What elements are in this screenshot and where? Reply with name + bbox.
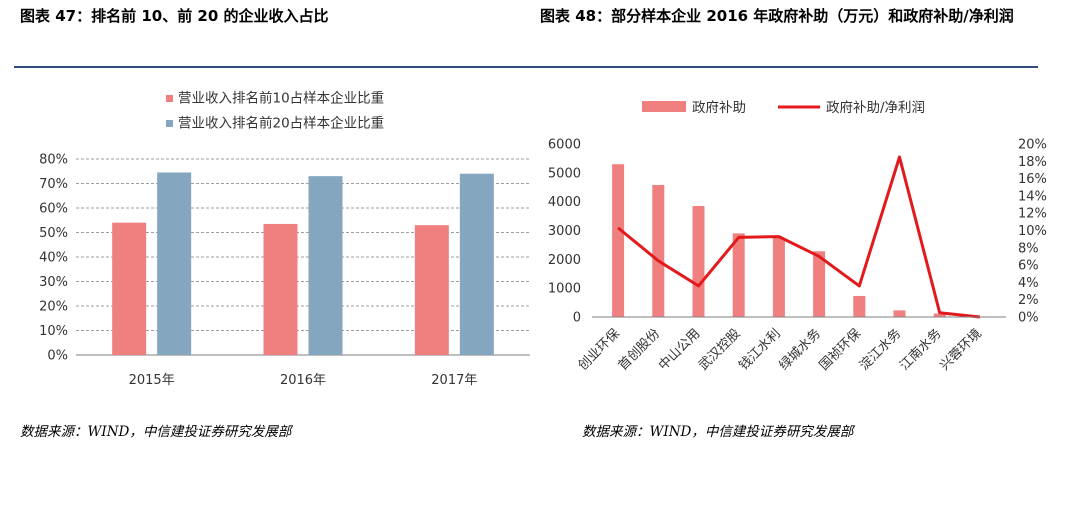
right-x-tick-label: 中山公用 — [656, 326, 703, 373]
right-y-left-tick-label: 6000 — [548, 138, 581, 153]
right-x-tick-label: 国祯环保 — [817, 326, 864, 373]
left-legend-swatch — [166, 120, 173, 127]
left-y-tick-label: 30% — [39, 275, 68, 290]
right-y-left-tick-label: 3000 — [548, 224, 581, 239]
right-line-subsidy-ratio — [617, 155, 981, 319]
left-figure-title: 图表 47：排名前 10、前 20 的企业收入占比 — [20, 7, 329, 25]
right-x-tick-label: 淀江水务 — [856, 326, 904, 374]
left-bar-top10 — [414, 225, 449, 355]
right-bar-subsidy — [853, 295, 866, 317]
right-x-tick-label: 武汉控股 — [696, 326, 743, 373]
right-y-right-tick-label: 0% — [1018, 311, 1039, 326]
left-bar-top20 — [459, 173, 494, 355]
left-y-tick-label: 60% — [39, 202, 68, 217]
left-y-tick-label: 0% — [47, 349, 68, 364]
left-bar-top10 — [263, 223, 298, 355]
right-bar-subsidy — [692, 205, 705, 317]
right-y-right-tick-label: 18% — [1018, 155, 1047, 170]
left-source-note: 数据来源：WIND，中信建投证券研究发展部 — [20, 424, 292, 440]
left-bar-top10 — [112, 222, 147, 355]
right-legend-swatch-bar — [642, 101, 686, 112]
right-y-right-tick-label: 16% — [1018, 172, 1047, 187]
right-x-tick-label: 钱江水利 — [736, 326, 783, 373]
right-x-tick-label: 兴蓉环境 — [937, 326, 984, 373]
left-legend-swatch — [166, 95, 173, 102]
right-y-left-tick-label: 5000 — [548, 166, 581, 181]
right-bar-subsidy — [933, 313, 946, 317]
left-bar-top20 — [308, 176, 343, 355]
left-x-tick-label: 2016年 — [280, 373, 326, 388]
right-y-left-tick-label: 0 — [573, 311, 581, 326]
right-y-left-tick-label: 2000 — [548, 253, 581, 268]
right-bar-subsidy — [813, 251, 826, 317]
header-divider — [14, 66, 1038, 68]
right-legend-label-bar: 政府补助 — [692, 100, 746, 116]
left-y-tick-label: 70% — [39, 177, 68, 192]
right-bar-subsidy — [732, 233, 745, 317]
right-x-tick-label: 创业环保 — [576, 326, 623, 373]
left-y-tick-label: 40% — [39, 251, 68, 266]
right-y-right-tick-label: 12% — [1018, 207, 1047, 222]
right-y-left-tick-label: 1000 — [548, 282, 581, 297]
right-bar-subsidy — [612, 164, 625, 317]
right-y-right-tick-label: 14% — [1018, 189, 1047, 204]
right-y-right-tick-label: 10% — [1018, 224, 1047, 239]
right-source-note: 数据来源：WIND，中信建投证券研究发展部 — [582, 424, 854, 440]
left-y-tick-label: 20% — [39, 300, 68, 315]
right-figure-title: 图表 48：部分样本企业 2016 年政府补助（万元）和政府补助/净利润 — [540, 7, 1014, 25]
right-y-right-tick-label: 2% — [1018, 293, 1039, 308]
right-bar-subsidy — [652, 184, 665, 317]
right-y-right-tick-label: 8% — [1018, 241, 1039, 256]
left-y-tick-label: 10% — [39, 324, 68, 339]
right-x-tick-label: 首创股份 — [616, 326, 663, 373]
right-bar-subsidy — [893, 310, 906, 317]
right-y-right-tick-label: 4% — [1018, 276, 1039, 291]
right-y-right-tick-label: 6% — [1018, 259, 1039, 274]
right-legend-label-line: 政府补助/净利润 — [826, 100, 925, 116]
left-bar-top20 — [157, 172, 192, 355]
left-x-tick-label: 2015年 — [129, 373, 175, 388]
left-y-tick-label: 80% — [39, 153, 68, 168]
left-y-tick-label: 50% — [39, 226, 68, 241]
left-legend-label: 营业收入排名前10占样本企业比重 — [178, 90, 384, 107]
right-x-tick-label: 绿城水务 — [776, 326, 824, 374]
right-y-left-tick-label: 4000 — [548, 195, 581, 210]
right-y-right-tick-label: 20% — [1018, 138, 1047, 153]
right-bar-subsidy — [772, 237, 785, 317]
left-legend-label: 营业收入排名前20占样本企业比重 — [178, 115, 384, 132]
right-x-tick-label: 江南水务 — [896, 326, 944, 374]
left-x-tick-label: 2017年 — [431, 373, 477, 388]
